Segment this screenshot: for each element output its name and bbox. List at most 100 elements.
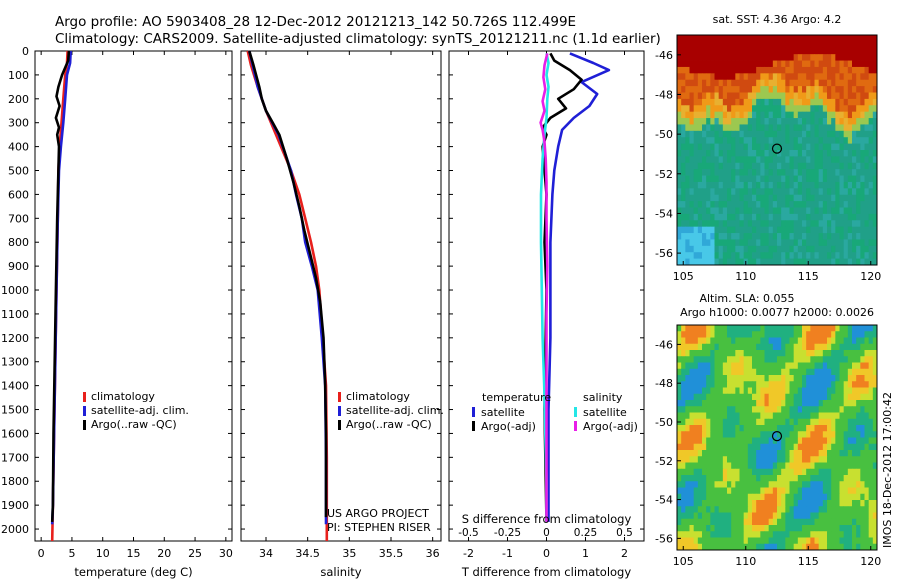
- field-cell: [681, 233, 686, 240]
- field-cell: [847, 393, 853, 401]
- field-cell: [710, 181, 715, 189]
- field-cell: [835, 481, 840, 488]
- field-cell: [822, 450, 828, 457]
- field-cell: [677, 468, 682, 476]
- field-cell: [739, 156, 745, 164]
- field-cell: [735, 143, 740, 151]
- field-cell: [847, 450, 853, 457]
- field-cell: [818, 418, 824, 426]
- field-cell: [781, 418, 786, 426]
- field-cell: [839, 475, 845, 482]
- field-cell: [868, 79, 874, 87]
- field-cell: [702, 220, 707, 228]
- field-cell: [697, 137, 703, 145]
- field-cell: [677, 387, 682, 395]
- field-cell: [847, 531, 853, 538]
- field-cell: [781, 350, 786, 357]
- field-cell: [739, 143, 745, 151]
- field-cell: [764, 525, 770, 532]
- field-cell: [781, 105, 786, 113]
- field-cell: [860, 220, 865, 228]
- argo-position-marker: [771, 143, 783, 154]
- field-cell: [714, 105, 720, 113]
- field-cell: [872, 47, 878, 55]
- field-cell: [689, 500, 695, 507]
- field-cell: [810, 487, 815, 495]
- field-cell: [835, 331, 840, 338]
- field-cell: [710, 418, 715, 426]
- field-cell: [852, 233, 857, 240]
- field-cell: [714, 188, 720, 196]
- field-cell: [764, 518, 770, 526]
- field-cell: [689, 220, 695, 228]
- field-cell: [718, 111, 724, 119]
- field-cell: [727, 362, 732, 370]
- field-cell: [802, 456, 807, 463]
- field-cell: [777, 381, 782, 388]
- field-cell: [760, 343, 765, 351]
- field-cell: [760, 213, 765, 221]
- field-cell: [797, 393, 803, 401]
- field-cell: [772, 456, 778, 463]
- field-cell: [781, 66, 786, 74]
- field-cell: [777, 343, 782, 351]
- field-cell: [685, 47, 690, 55]
- field-cell: [693, 188, 699, 196]
- field-cell: [735, 537, 740, 545]
- x-tick-label: 110: [735, 270, 756, 283]
- field-cell: [706, 331, 711, 338]
- field-cell: [768, 175, 774, 183]
- field-cell: [710, 41, 715, 49]
- field-cell: [743, 468, 749, 476]
- field-cell: [789, 194, 795, 202]
- field-cell: [852, 150, 857, 157]
- field-cell: [802, 406, 807, 413]
- field-cell: [731, 393, 736, 401]
- field-cell: [835, 98, 840, 106]
- field-cell: [872, 207, 878, 215]
- field-cell: [735, 60, 740, 68]
- field-cell: [681, 239, 686, 247]
- field-cell: [822, 468, 828, 476]
- field-cell: [685, 162, 690, 170]
- field-cell: [685, 258, 690, 266]
- field-cell: [781, 41, 786, 49]
- field-cell: [797, 188, 803, 196]
- field-cell: [706, 443, 711, 451]
- field-cell: [714, 66, 720, 74]
- field-cell: [843, 475, 849, 482]
- field-cell: [847, 356, 853, 363]
- field-cell: [839, 35, 845, 42]
- field-cell: [814, 245, 820, 253]
- field-cell: [827, 54, 832, 61]
- field-cell: [764, 86, 770, 93]
- field-cell: [860, 543, 865, 551]
- field-cell: [847, 98, 853, 106]
- field-cell: [689, 387, 695, 395]
- field-cell: [743, 337, 749, 345]
- field-cell: [685, 431, 690, 438]
- field-cell: [689, 368, 695, 376]
- field-cell: [781, 343, 786, 351]
- field-cell: [760, 194, 765, 202]
- field-cell: [702, 412, 707, 420]
- field-cell: [739, 233, 745, 240]
- field-cell: [785, 381, 790, 388]
- field-cell: [802, 35, 807, 42]
- field-cell: [806, 362, 811, 370]
- field-cell: [802, 362, 807, 370]
- field-cell: [710, 493, 715, 501]
- field-cell: [764, 412, 770, 420]
- field-cell: [814, 60, 820, 68]
- field-cell: [785, 118, 790, 125]
- field-cell: [864, 381, 870, 388]
- field-cell: [727, 475, 732, 482]
- field-cell: [722, 350, 728, 357]
- field-cell: [872, 35, 878, 42]
- field-cell: [872, 86, 878, 93]
- field-cell: [835, 506, 840, 513]
- field-cell: [681, 162, 686, 170]
- field-cell: [847, 481, 853, 488]
- field-cell: [706, 233, 711, 240]
- field-cell: [693, 258, 699, 266]
